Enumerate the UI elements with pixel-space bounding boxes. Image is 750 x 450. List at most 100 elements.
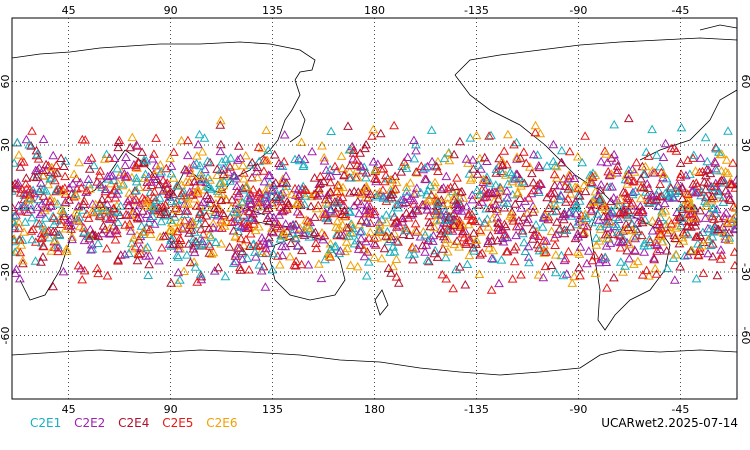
triangle-icon [344, 187, 355, 197]
triangle-icon [541, 247, 551, 256]
triangle-icon [92, 205, 102, 215]
triangle-icon [623, 113, 634, 123]
triangle-icon [676, 220, 686, 230]
triangle-icon [364, 233, 374, 242]
triangle-icon [139, 155, 149, 164]
triangle-icon [256, 265, 267, 275]
triangle-icon [691, 187, 702, 197]
triangle-icon [700, 132, 711, 142]
triangle-icon [25, 200, 36, 210]
triangle-icon [183, 135, 193, 145]
triangle-icon [235, 265, 246, 274]
triangle-icon [457, 228, 468, 238]
triangle-icon [19, 227, 29, 236]
top-lon-label: -45 [671, 4, 689, 17]
triangle-icon [587, 255, 598, 265]
triangle-icon [422, 255, 433, 265]
triangle-icon [591, 233, 602, 242]
triangle-icon [474, 269, 485, 278]
triangle-icon [712, 270, 723, 280]
triangle-icon [637, 217, 648, 227]
triangle-icon [486, 130, 496, 140]
triangle-icon [575, 224, 585, 233]
triangle-icon [173, 243, 184, 253]
triangle-icon [409, 153, 420, 163]
triangle-icon [120, 160, 131, 169]
triangle-icon [294, 155, 305, 165]
triangle-icon [105, 223, 115, 233]
triangle-icon [352, 261, 363, 271]
triangle-icon [266, 226, 277, 235]
triangle-icon [613, 214, 624, 223]
triangle-icon [423, 185, 433, 195]
top-lon-label: 180 [364, 4, 385, 17]
triangle-icon [84, 164, 95, 173]
triangle-icon [706, 195, 717, 205]
triangle-icon [532, 180, 543, 190]
triangle-icon [128, 195, 139, 204]
triangle-icon [139, 194, 150, 204]
triangle-icon [40, 213, 51, 222]
triangle-icon [716, 165, 727, 175]
triangle-icon [60, 156, 71, 165]
triangle-icon [444, 204, 455, 214]
triangle-icon [221, 171, 232, 180]
triangle-icon [109, 212, 120, 221]
triangle-icon [205, 157, 215, 167]
triangle-icon [582, 221, 592, 231]
triangle-icon [615, 194, 626, 203]
triangle-icon [195, 160, 205, 170]
triangle-icon [613, 236, 624, 246]
triangle-icon [639, 238, 650, 247]
triangle-icon [659, 198, 670, 208]
triangle-icon [676, 169, 687, 178]
triangle-icon [59, 161, 69, 170]
triangle-icon [516, 203, 527, 212]
triangle-icon [595, 221, 605, 231]
triangle-icon [270, 178, 281, 187]
triangle-icon [519, 178, 530, 188]
triangle-icon [46, 162, 57, 172]
triangle-icon [679, 251, 690, 260]
triangle-icon [671, 146, 682, 155]
triangle-icon [142, 182, 152, 191]
triangle-icon [106, 212, 117, 222]
triangle-icon [137, 193, 148, 202]
triangle-icon [390, 171, 400, 180]
triangle-icon [353, 187, 364, 196]
triangle-icon [26, 141, 36, 150]
triangle-icon [202, 156, 213, 165]
triangle-icon [144, 259, 154, 269]
triangle-icon [685, 246, 696, 255]
triangle-icon [146, 177, 157, 186]
triangle-icon [210, 237, 221, 246]
triangle-icon [587, 172, 598, 181]
triangle-icon [382, 232, 393, 241]
triangle-icon [431, 215, 442, 225]
triangle-icon [515, 193, 525, 202]
triangle-icon [149, 149, 159, 158]
triangle-icon [454, 262, 465, 271]
triangle-icon [52, 168, 63, 177]
triangle-icon [493, 222, 503, 232]
triangle-icon [325, 252, 336, 261]
triangle-icon [499, 229, 510, 239]
triangle-icon [478, 177, 489, 186]
triangle-icon [697, 240, 708, 250]
triangle-icon [315, 178, 326, 187]
triangle-icon [422, 161, 433, 171]
triangle-icon [196, 167, 206, 177]
triangle-icon [345, 207, 356, 216]
triangle-icon [385, 175, 396, 184]
triangle-icon [713, 213, 724, 223]
triangle-icon [168, 173, 179, 182]
triangle-icon [647, 216, 658, 225]
triangle-icon [709, 181, 720, 190]
triangle-icon [285, 221, 296, 231]
triangle-icon [267, 197, 277, 207]
triangle-icon [365, 208, 375, 218]
triangle-icon [653, 201, 664, 211]
triangle-icon [176, 190, 186, 200]
triangle-icon [396, 167, 407, 176]
triangle-icon [565, 221, 576, 231]
